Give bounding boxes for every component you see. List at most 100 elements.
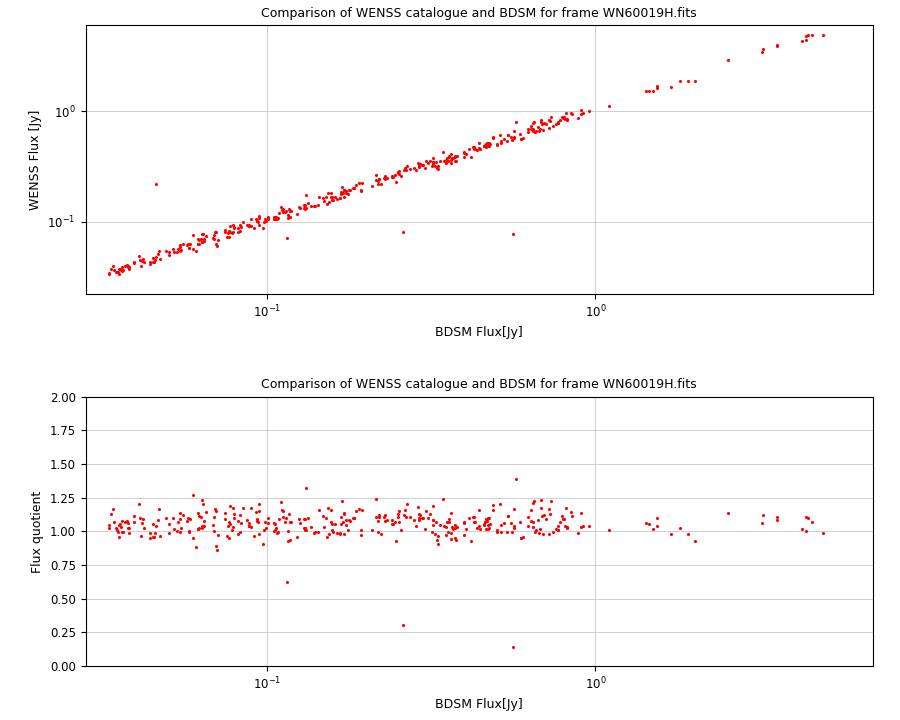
Point xyxy=(226,512,240,523)
Point xyxy=(143,258,157,269)
Point xyxy=(536,528,551,540)
Point xyxy=(297,199,311,211)
Point xyxy=(501,510,516,521)
Point xyxy=(430,538,445,549)
Point xyxy=(226,222,240,234)
Point xyxy=(402,511,417,523)
Point xyxy=(801,512,815,523)
Point xyxy=(278,516,293,528)
Point xyxy=(426,514,440,526)
Point xyxy=(257,217,272,228)
Point xyxy=(298,513,312,525)
Point xyxy=(420,158,435,169)
Point xyxy=(799,30,814,41)
Point xyxy=(181,512,195,523)
Point xyxy=(290,531,304,543)
Point xyxy=(795,35,809,47)
Point xyxy=(450,150,464,162)
Point xyxy=(557,513,572,525)
Point xyxy=(479,523,493,535)
Point xyxy=(114,526,129,538)
Point xyxy=(457,529,472,541)
Point xyxy=(146,531,160,543)
Point xyxy=(189,246,203,257)
Point xyxy=(269,528,284,539)
Point xyxy=(412,161,427,173)
Point xyxy=(426,519,440,531)
Point xyxy=(112,519,126,531)
Point xyxy=(191,523,205,534)
Point xyxy=(310,526,325,538)
Point xyxy=(534,114,548,125)
Point xyxy=(507,125,521,137)
Point xyxy=(311,504,326,516)
Point xyxy=(174,244,188,256)
Point xyxy=(282,203,296,215)
Point xyxy=(114,261,129,273)
Point xyxy=(521,127,535,138)
Point xyxy=(113,264,128,275)
Point xyxy=(282,508,296,520)
Point xyxy=(274,204,289,215)
Point xyxy=(251,505,266,517)
Point xyxy=(482,140,496,151)
Point xyxy=(206,519,220,531)
Point xyxy=(112,264,126,275)
Point xyxy=(122,263,137,274)
Point xyxy=(537,117,552,129)
Point xyxy=(321,188,336,199)
Point xyxy=(573,507,588,518)
Point xyxy=(281,209,295,220)
Point xyxy=(191,523,205,535)
Point xyxy=(755,47,770,58)
Point xyxy=(266,518,281,529)
Point xyxy=(298,203,312,215)
Point xyxy=(576,520,590,531)
Point xyxy=(326,194,340,206)
Point xyxy=(267,211,282,222)
Point xyxy=(234,222,248,233)
Point xyxy=(102,267,116,279)
Point xyxy=(418,523,432,535)
Point xyxy=(478,516,492,528)
Point xyxy=(456,517,471,528)
Point xyxy=(391,511,405,523)
Point xyxy=(646,85,661,96)
Point xyxy=(526,495,541,507)
Point xyxy=(528,526,543,538)
Point xyxy=(180,239,194,251)
Point xyxy=(209,226,223,238)
Point xyxy=(186,490,201,501)
Point xyxy=(756,509,770,521)
Point xyxy=(319,192,333,203)
Point xyxy=(365,524,380,536)
Point xyxy=(284,204,298,216)
Point xyxy=(126,256,140,267)
Point xyxy=(770,512,785,523)
Point xyxy=(418,156,433,167)
Point xyxy=(227,221,241,233)
Point xyxy=(551,117,565,129)
Point xyxy=(816,30,831,41)
Point xyxy=(283,211,297,222)
Point xyxy=(186,532,201,544)
Point xyxy=(508,131,522,143)
Point xyxy=(551,521,565,532)
Point xyxy=(448,522,463,534)
Point xyxy=(169,525,184,536)
Point xyxy=(412,514,427,526)
Point xyxy=(352,178,366,189)
Point xyxy=(126,510,140,522)
Point xyxy=(134,260,148,271)
Point xyxy=(412,512,427,523)
Point xyxy=(551,524,565,536)
Point xyxy=(210,240,224,251)
Point xyxy=(355,177,369,189)
Point xyxy=(132,498,147,510)
Point xyxy=(529,524,544,536)
Point xyxy=(755,517,770,528)
Point xyxy=(429,156,444,168)
Point xyxy=(524,515,538,526)
Point xyxy=(112,526,126,538)
Point xyxy=(639,86,653,97)
